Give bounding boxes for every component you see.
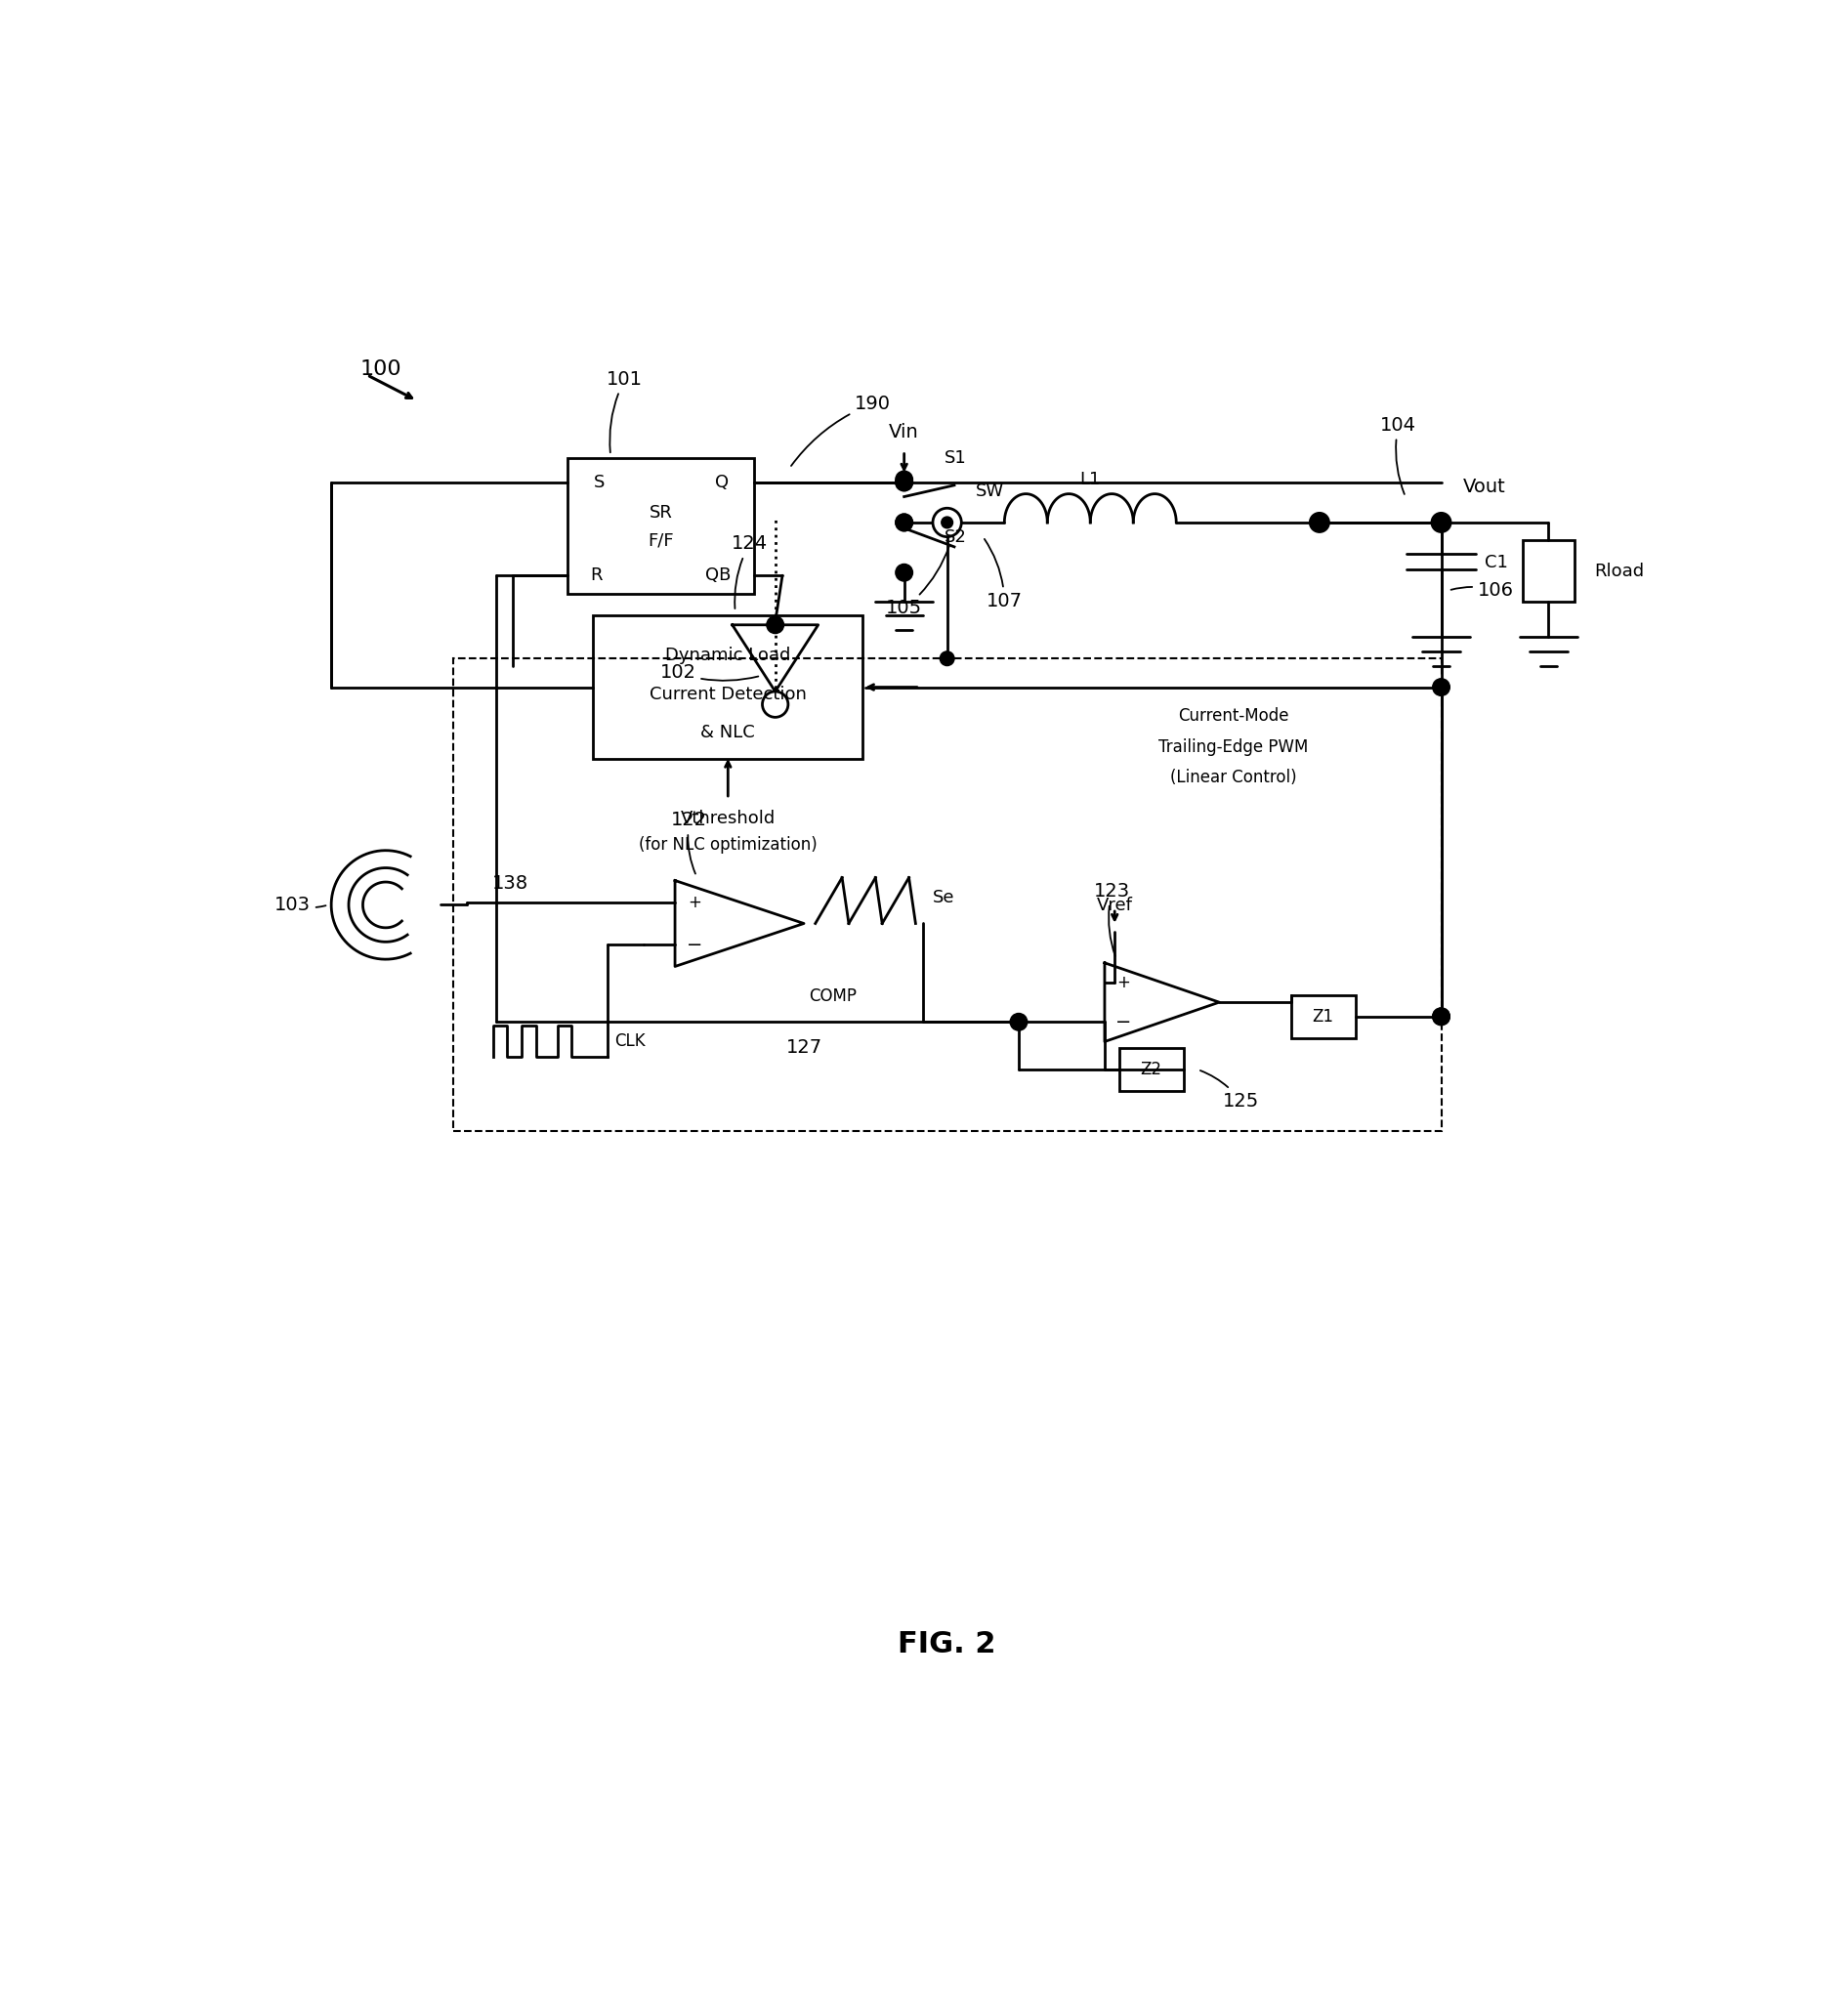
- Text: Q: Q: [715, 473, 730, 491]
- Circle shape: [767, 616, 784, 634]
- Text: −: −: [687, 936, 702, 954]
- Text: (for NLC optimization): (for NLC optimization): [639, 835, 817, 854]
- Text: 100: 100: [360, 360, 401, 378]
- Text: C1: C1: [1484, 554, 1508, 572]
- Text: 102: 102: [660, 664, 758, 682]
- Text: Dynamic Load: Dynamic Load: [665, 646, 791, 664]
- Text: +: +: [687, 894, 702, 910]
- Text: S: S: [593, 473, 604, 491]
- Text: Current Detection: Current Detection: [649, 686, 806, 703]
- Text: 122: 122: [671, 811, 708, 874]
- Text: S2: S2: [944, 527, 967, 546]
- Text: 127: 127: [785, 1039, 822, 1057]
- Circle shape: [763, 692, 787, 717]
- Bar: [1523, 539, 1574, 602]
- Text: 125: 125: [1201, 1071, 1258, 1111]
- Circle shape: [1310, 513, 1329, 533]
- Text: 105: 105: [885, 546, 950, 618]
- Text: 103: 103: [275, 896, 325, 914]
- Text: CLK: CLK: [615, 1033, 645, 1049]
- Text: 101: 101: [606, 370, 643, 453]
- Circle shape: [896, 473, 913, 491]
- Text: & NLC: & NLC: [700, 725, 756, 741]
- Text: FIG. 2: FIG. 2: [898, 1631, 996, 1659]
- Text: Z1: Z1: [1312, 1009, 1334, 1025]
- Circle shape: [1432, 1009, 1451, 1025]
- Text: Trailing-Edge PWM: Trailing-Edge PWM: [1159, 739, 1308, 757]
- Text: 123: 123: [1094, 882, 1129, 956]
- Text: Vin: Vin: [889, 423, 918, 441]
- Text: R: R: [590, 568, 602, 584]
- Bar: [453, 658, 1441, 1131]
- Circle shape: [933, 507, 961, 537]
- Bar: [1290, 994, 1355, 1039]
- Text: COMP: COMP: [809, 986, 856, 1004]
- Circle shape: [1430, 513, 1451, 533]
- Text: +: +: [1116, 974, 1129, 990]
- Text: L1: L1: [1079, 471, 1101, 489]
- Bar: [1120, 1049, 1183, 1091]
- Circle shape: [941, 517, 954, 527]
- Text: 124: 124: [732, 535, 767, 608]
- Text: SR: SR: [649, 503, 673, 521]
- Text: 107: 107: [985, 539, 1022, 610]
- Circle shape: [941, 652, 954, 666]
- Text: Rload: Rload: [1595, 562, 1645, 580]
- Text: (Linear Control): (Linear Control): [1170, 769, 1297, 787]
- Text: −: −: [1114, 1013, 1131, 1031]
- Circle shape: [896, 473, 913, 491]
- Text: Vref: Vref: [1096, 896, 1133, 914]
- Circle shape: [1432, 1009, 1451, 1025]
- Text: Vout: Vout: [1462, 477, 1506, 495]
- Text: 104: 104: [1380, 417, 1416, 493]
- Circle shape: [896, 564, 913, 582]
- Circle shape: [1432, 678, 1451, 696]
- Circle shape: [1011, 1013, 1027, 1031]
- Text: Z2: Z2: [1140, 1061, 1162, 1079]
- Text: Vthreshold: Vthreshold: [680, 809, 776, 827]
- Text: Se: Se: [933, 890, 955, 906]
- Text: F/F: F/F: [647, 531, 675, 550]
- Circle shape: [896, 513, 913, 531]
- Circle shape: [896, 471, 913, 487]
- Text: Current-Mode: Current-Mode: [1179, 707, 1288, 725]
- Text: SW: SW: [976, 483, 1003, 499]
- Text: 138: 138: [492, 874, 529, 892]
- Bar: [593, 616, 863, 759]
- Bar: [567, 459, 754, 594]
- Text: S1: S1: [944, 449, 967, 467]
- Circle shape: [896, 513, 913, 531]
- Text: 190: 190: [791, 395, 891, 465]
- Text: QB: QB: [706, 568, 730, 584]
- Text: 106: 106: [1451, 582, 1514, 600]
